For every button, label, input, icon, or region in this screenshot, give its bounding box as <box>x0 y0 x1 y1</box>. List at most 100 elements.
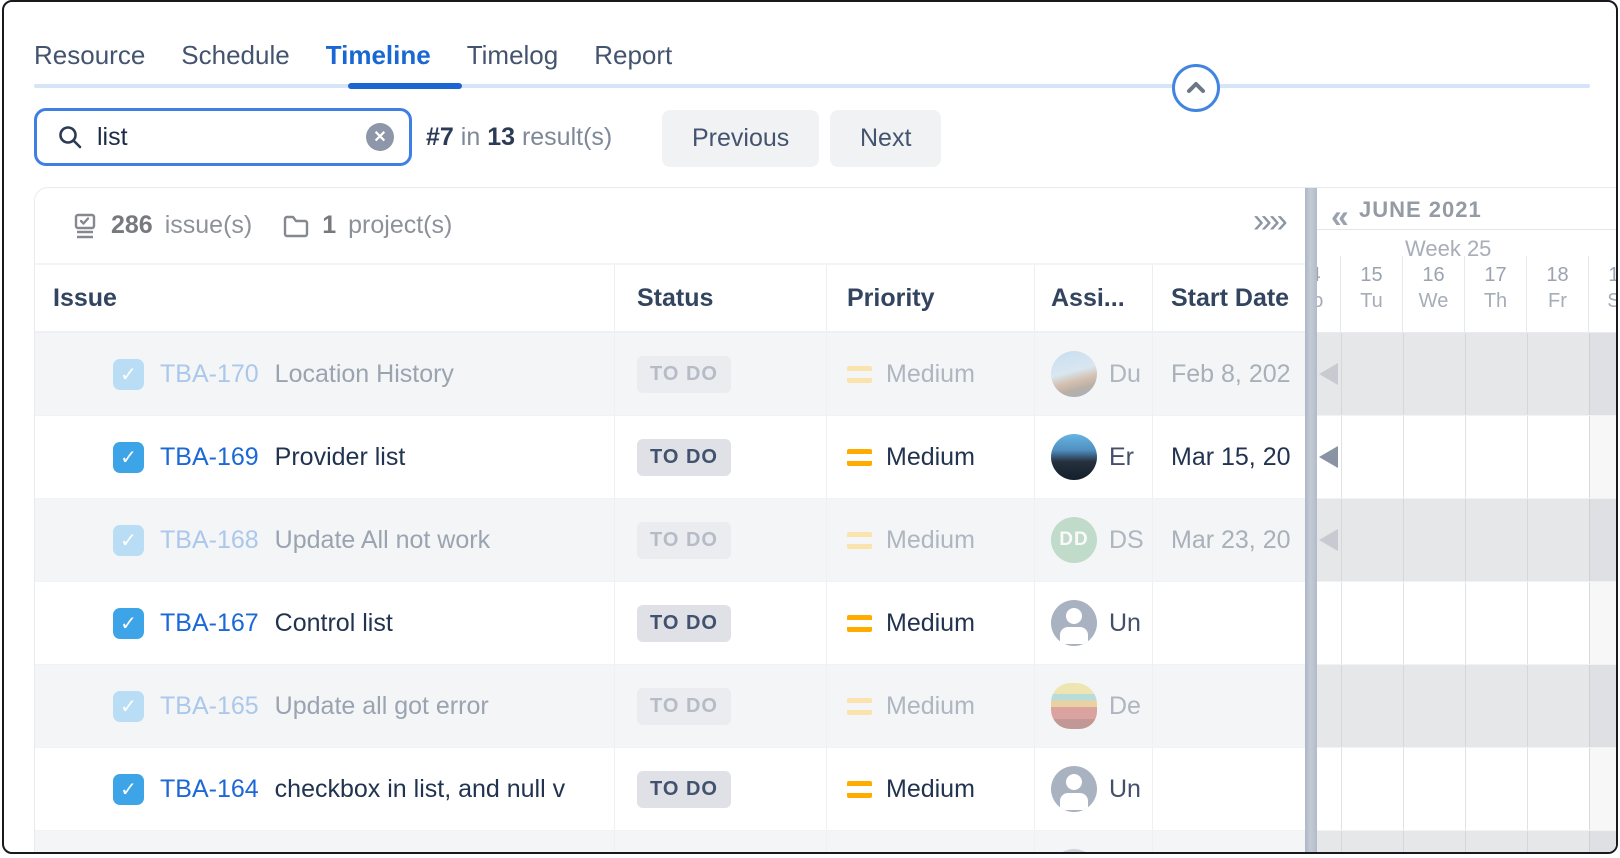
tab-timelog[interactable]: Timelog <box>466 40 559 70</box>
weekend-shading <box>1589 748 1616 830</box>
column-header-assignee[interactable]: Assi... <box>1035 265 1153 331</box>
issue-key-link[interactable]: TBA-167 <box>160 608 259 637</box>
timeline-day-headers: 14Mo15Tu16We17Th18Fr19Sa <box>1317 256 1616 332</box>
timeline-start-marker <box>1319 363 1338 385</box>
assignee-avatar <box>1051 849 1097 852</box>
issue-summary: Provider list <box>274 442 406 471</box>
table-row[interactable]: ✓ TBA-165 Update all got error TO DO Med… <box>35 665 1616 748</box>
active-tab-indicator <box>348 83 462 89</box>
search-result-counter: #7 in 13 result(s) <box>426 123 613 151</box>
row-checkbox[interactable]: ✓ <box>113 441 144 473</box>
row-checkbox[interactable]: ✓ <box>113 773 144 805</box>
issues-icon <box>74 213 96 238</box>
status-badge: TO DO <box>637 438 731 476</box>
issues-panel: 286 issue(s) 1 project(s) »» Issue Statu… <box>34 187 1616 852</box>
timeline-collapse-icon[interactable]: « <box>1331 198 1349 234</box>
next-button[interactable]: Next <box>830 110 942 167</box>
assignee-avatar <box>1051 600 1097 646</box>
priority-label: Medium <box>886 359 975 388</box>
status-badge: TO DO <box>637 687 731 725</box>
day-header-17: 17 Th <box>1465 256 1527 332</box>
priority-medium-icon <box>847 780 872 798</box>
table-header: Issue Status Priority Assi... Start Date <box>35 263 1305 333</box>
priority-label: Medium <box>886 608 975 637</box>
day-header-14: 14Mo <box>1317 256 1341 332</box>
issue-summary: Update all got error <box>274 691 489 720</box>
day-header-19: 19Sa <box>1589 256 1616 332</box>
timeline-start-marker <box>1319 529 1338 551</box>
table-row[interactable]: ✓ TBA-169 Provider list TO DO Medium Er … <box>35 416 1616 499</box>
assignee-name: DS <box>1109 525 1144 554</box>
priority-medium-icon <box>847 448 872 466</box>
assignee-name: Un <box>1109 774 1141 803</box>
timeline-row-strip <box>1305 333 1616 415</box>
weekend-shading <box>1589 665 1616 747</box>
assignee-name: Du <box>1109 359 1141 388</box>
status-badge: TO DO <box>637 355 731 393</box>
timeline-month-divider <box>1317 229 1616 230</box>
weekend-shading <box>1589 333 1616 415</box>
table-timeline-resizer[interactable] <box>1305 188 1317 852</box>
row-checkbox[interactable]: ✓ <box>113 690 144 722</box>
assignee-name: Er <box>1109 442 1134 471</box>
column-header-status[interactable]: Status <box>615 265 827 331</box>
timeline-row-strip <box>1305 416 1616 498</box>
issue-summary: Update All not work <box>274 525 491 554</box>
issue-summary: Control list <box>274 608 393 637</box>
issue-key-link[interactable]: TBA-169 <box>160 442 259 471</box>
table-row[interactable]: ✓ TBA-167 Control list TO DO Medium Un <box>35 582 1616 665</box>
issue-key-link[interactable]: TBA-165 <box>160 691 259 720</box>
assignee-avatar <box>1051 434 1097 480</box>
tab-resource[interactable]: Resource <box>34 40 146 70</box>
issue-key-link[interactable]: TBA-168 <box>160 525 259 554</box>
weekend-shading <box>1589 499 1616 581</box>
timeline-row-strip <box>1305 665 1616 747</box>
day-header-18: 18 Fr <box>1527 256 1589 332</box>
assignee-avatar <box>1051 766 1097 812</box>
previous-button[interactable]: Previous <box>662 110 820 167</box>
counts-bar: 286 issue(s) 1 project(s) <box>35 188 470 263</box>
table-row[interactable]: ✓ TBA-164 checkbox in list, and null v T… <box>35 748 1616 831</box>
assignee-avatar <box>1051 351 1097 397</box>
chevron-up-icon <box>1187 82 1205 93</box>
tab-schedule[interactable]: Schedule <box>181 40 290 70</box>
timeline-row-strip <box>1305 582 1616 664</box>
day-header-16: 16 We <box>1403 256 1465 332</box>
table-row[interactable]: ✓ TBA-170 Location History TO DO Medium … <box>35 333 1616 416</box>
row-checkbox[interactable]: ✓ <box>113 524 144 556</box>
timeline-start-marker <box>1319 446 1338 468</box>
priority-label: Medium <box>886 691 975 720</box>
tab-report[interactable]: Report <box>594 40 673 70</box>
table-row[interactable]: ✓ TBA-168 Update All not work TO DO Medi… <box>35 499 1616 582</box>
timeline-row-strip <box>1305 748 1616 830</box>
issue-key-link[interactable]: TBA-170 <box>160 359 259 388</box>
issue-count: 286 <box>111 211 153 239</box>
priority-medium-icon <box>847 365 872 383</box>
priority-medium-icon <box>847 697 872 715</box>
status-badge: TO DO <box>637 521 731 559</box>
weekend-shading <box>1589 582 1616 664</box>
priority-medium-icon <box>847 531 872 549</box>
priority-medium-icon <box>847 614 872 632</box>
main-tabs: Resource Schedule Timeline Timelog Report <box>34 40 672 71</box>
result-position: #7 <box>426 123 454 151</box>
column-header-start-date[interactable]: Start Date <box>1171 283 1290 312</box>
table-row[interactable]: ✓ <box>35 831 1616 852</box>
timeline-week-label: Week 25 <box>1405 236 1492 261</box>
search-input[interactable] <box>97 122 366 152</box>
search-icon <box>59 126 82 149</box>
tab-timeline[interactable]: Timeline <box>325 40 431 70</box>
issue-rows: ✓ TBA-170 Location History TO DO Medium … <box>35 333 1616 852</box>
issue-key-link[interactable]: TBA-164 <box>160 774 259 803</box>
timeline-header: « JUNE 2021 Week 25 14Mo15Tu16We17Th18Fr… <box>1317 188 1616 333</box>
row-checkbox[interactable]: ✓ <box>113 358 144 390</box>
collapse-panel-button[interactable] <box>1172 64 1220 112</box>
clear-search-icon[interactable]: ✕ <box>366 123 394 151</box>
priority-label: Medium <box>886 774 975 803</box>
column-header-priority[interactable]: Priority <box>827 265 1035 331</box>
column-header-issue[interactable]: Issue <box>35 265 615 331</box>
search-box: ✕ <box>34 108 412 166</box>
row-checkbox[interactable]: ✓ <box>113 607 144 639</box>
status-badge: TO DO <box>637 770 731 808</box>
expand-columns-icon[interactable]: »» <box>1253 202 1288 240</box>
